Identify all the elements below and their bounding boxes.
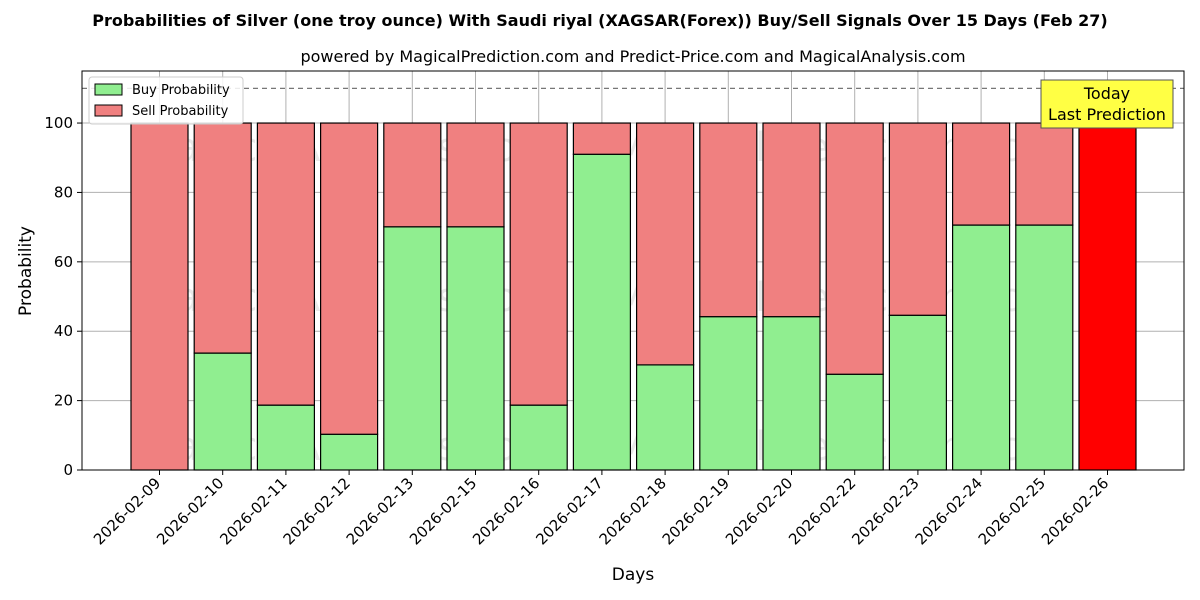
legend-label: Sell Probability: [132, 104, 229, 119]
plot-frame: [81, 70, 1185, 471]
x-tick-label: 2026-02-09: [90, 474, 164, 548]
sell-bar: [320, 122, 379, 435]
sell-bar: [383, 122, 442, 228]
buy-bar: [635, 364, 695, 471]
x-tick-label: 2026-02-22: [785, 474, 859, 548]
buy-bar: [762, 316, 821, 471]
y-axis-label: Probability: [16, 226, 36, 316]
buy-bar: [951, 224, 1011, 471]
bars: [130, 122, 1137, 471]
sell-bar: [762, 122, 821, 318]
x-tick-label: 2026-02-10: [153, 474, 227, 548]
y-tick-label: 20: [54, 392, 73, 410]
buy-bar: [572, 153, 632, 471]
y-tick-label: 100: [44, 114, 73, 132]
x-tick-label: 2026-02-19: [659, 474, 733, 548]
x-tick-label: 2026-02-11: [216, 474, 290, 548]
sell-bar: [825, 122, 884, 375]
x-tick-label: 2026-02-12: [280, 474, 354, 548]
y-tick-label: 80: [54, 183, 73, 201]
buy-bar: [888, 314, 948, 471]
y-ticks: 0 20 40 60 80 100: [44, 114, 82, 479]
sell-bar: [509, 122, 568, 406]
x-tick-label: 2026-02-26: [1038, 474, 1112, 548]
y-tick-label: 40: [54, 322, 73, 340]
x-tick-label: 2026-02-17: [532, 474, 606, 548]
sell-bar: [446, 122, 505, 228]
sell-bar: [130, 122, 189, 471]
x-axis-label: Days: [612, 565, 655, 585]
today-annotation-text: Today: [1083, 84, 1130, 103]
buy-bar: [699, 316, 758, 471]
legend-swatch: [94, 104, 123, 117]
x-tick-label: 2026-02-15: [406, 474, 480, 548]
y-tick-label: 0: [63, 461, 73, 479]
sell-bar: [193, 122, 252, 354]
legend-swatch: [94, 83, 123, 96]
sell-bar: [256, 122, 315, 406]
today-annotation-text: Last Prediction: [1048, 105, 1166, 124]
x-tick-label: 2026-02-16: [469, 474, 543, 548]
x-tick-label: 2026-02-20: [722, 474, 796, 548]
x-tick-label: 2026-02-25: [975, 474, 1049, 548]
sell-bar: [888, 122, 948, 316]
legend: Buy Probability Sell Probability: [88, 76, 244, 125]
sell-bar: [572, 122, 632, 155]
sell-bar: [1078, 122, 1137, 471]
sell-bar: [1015, 122, 1074, 226]
x-tick-label: 2026-02-13: [343, 474, 417, 548]
today-annotation-box: [1040, 79, 1174, 129]
today-annotation: Today Last Prediction: [1040, 79, 1174, 129]
x-tick-label: 2026-02-23: [848, 474, 922, 548]
y-tick-label: 60: [54, 253, 73, 271]
buy-bar: [1015, 224, 1074, 471]
sell-bar: [635, 122, 695, 366]
buy-bar: [256, 404, 315, 471]
x-ticks: 2026-02-092026-02-102026-02-112026-02-12…: [90, 470, 1112, 548]
chart-subtitle: powered by MagicalPrediction.com and Pre…: [300, 47, 965, 66]
buy-bar: [320, 433, 379, 471]
x-tick-label: 2026-02-24: [912, 474, 986, 548]
sell-bar: [951, 122, 1011, 226]
buy-bar: [825, 373, 884, 471]
legend-label: Buy Probability: [132, 83, 230, 98]
sell-bar: [699, 122, 758, 318]
buy-bar: [193, 352, 252, 471]
buy-bar: [509, 404, 568, 471]
chart-title: Probabilities of Silver (one troy ounce)…: [92, 11, 1107, 30]
buy-bar: [383, 226, 442, 471]
x-tick-label: 2026-02-18: [596, 474, 670, 548]
buy-bar: [446, 226, 505, 471]
legend-box: [88, 76, 244, 125]
